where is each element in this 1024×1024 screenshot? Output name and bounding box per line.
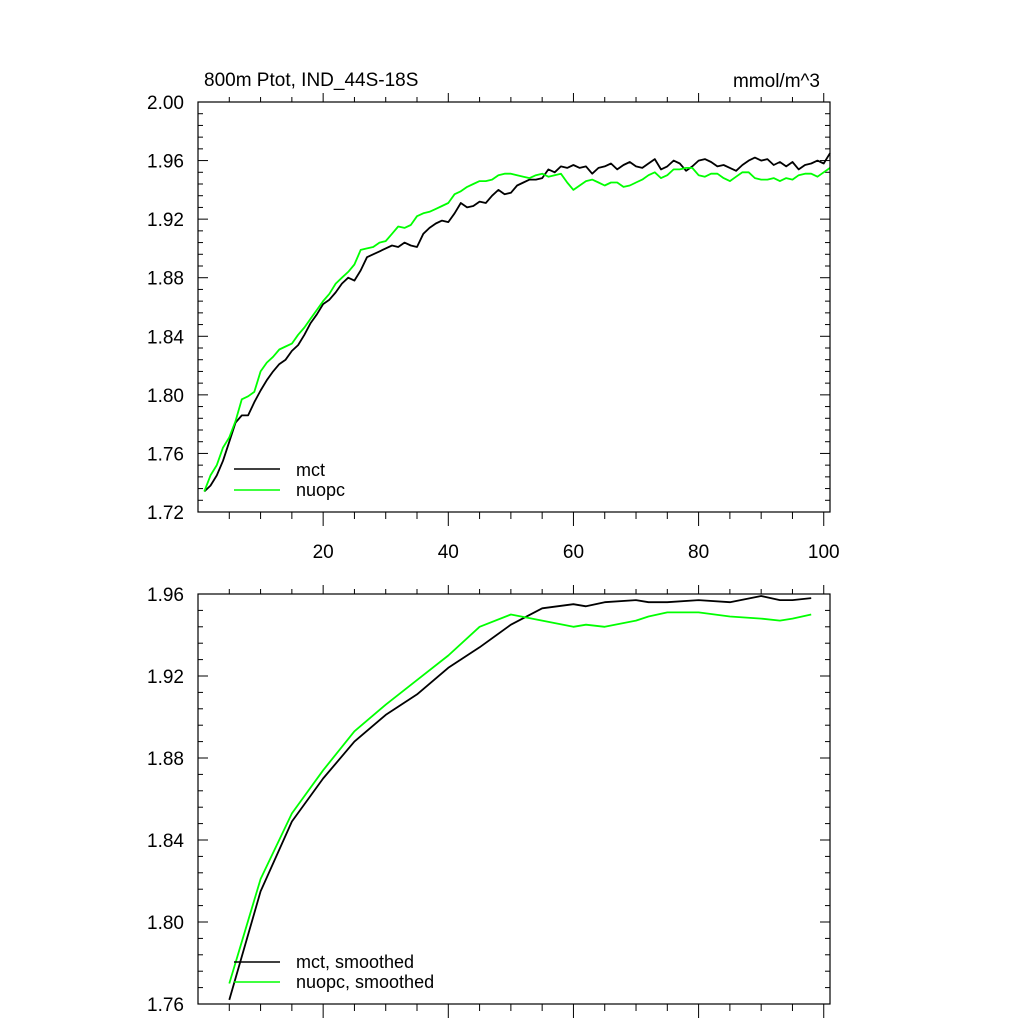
- series-line-nuopc: [203, 166, 831, 492]
- y-tick-label: 1.84: [147, 831, 184, 852]
- x-tick-label: 100: [808, 542, 840, 563]
- y-tick-label: 1.96: [147, 152, 184, 173]
- series-lines: [228, 595, 812, 1001]
- y-tick-label: 1.92: [147, 210, 184, 231]
- chart-title: 800m Ptot, IND_44S-18S: [204, 70, 418, 91]
- legend-label-mct-smoothed: mct, smoothed: [296, 952, 414, 972]
- y-tick-label: 1.88: [147, 749, 184, 770]
- top-panel: 800m Ptot, IND_44S-18S mmol/m^3 1.72 1.76…: [147, 70, 840, 563]
- bottom-panel: 1.76 1.80 1.84 1.88 1.92 1.96 mct, smoothed n…: [147, 585, 831, 1018]
- axis-ticks: [198, 585, 830, 1018]
- axis-ticks: [198, 93, 830, 526]
- units-label: mmol/m^3: [733, 71, 820, 92]
- legend: mct nuopc: [234, 460, 345, 500]
- y-tick-label: 1.92: [147, 667, 184, 688]
- legend-label-nuopc-smoothed: nuopc, smoothed: [296, 972, 434, 992]
- y-tick-label: 1.76: [147, 995, 184, 1016]
- y-tick-label: 1.72: [147, 503, 184, 524]
- y-tick-label: 1.96: [147, 585, 184, 606]
- series-lines: [203, 152, 831, 493]
- y-tick-labels: 1.76 1.80 1.84 1.88 1.92 1.96: [147, 585, 184, 1016]
- legend-label-mct: mct: [296, 460, 325, 480]
- plot-frame: [197, 593, 831, 1005]
- x-tick-label: 60: [563, 542, 584, 563]
- y-tick-label: 1.84: [147, 327, 184, 348]
- legend: mct, smoothed nuopc, smoothed: [234, 952, 434, 992]
- x-tick-label: 40: [438, 542, 459, 563]
- series-line-mct-smoothed: [228, 595, 812, 1001]
- series-line-mct: [203, 152, 831, 493]
- plot-frame: [197, 101, 831, 513]
- y-tick-label: 1.76: [147, 444, 184, 465]
- x-tick-label: 80: [688, 542, 709, 563]
- y-tick-label: 1.80: [147, 386, 184, 407]
- legend-label-nuopc: nuopc: [296, 480, 345, 500]
- y-tick-label: 1.88: [147, 269, 184, 290]
- y-tick-label: 2.00: [147, 93, 184, 114]
- x-tick-labels: 20 40 60 80 100: [313, 542, 840, 563]
- series-line-nuopc-smoothed: [228, 611, 812, 984]
- x-tick-label: 20: [313, 542, 334, 563]
- y-tick-label: 1.80: [147, 913, 184, 934]
- y-tick-labels: 1.72 1.76 1.80 1.84 1.88 1.92 1.96 2.00: [147, 93, 184, 524]
